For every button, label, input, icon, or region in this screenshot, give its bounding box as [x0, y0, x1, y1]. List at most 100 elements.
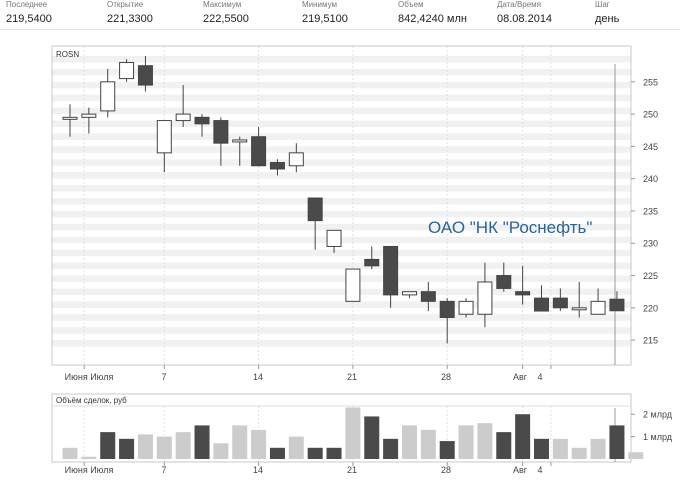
- candle-up: [345, 268, 361, 302]
- candle-down: [383, 245, 399, 296]
- chart-title: ROSN: [56, 50, 79, 59]
- volume-bar: [515, 414, 531, 459]
- volume-bar: [175, 432, 191, 459]
- header-step: Шаг: [595, 0, 610, 9]
- candle-down: [269, 162, 285, 170]
- grid-band: [52, 340, 631, 347]
- volume-bar: [156, 436, 172, 459]
- volume-bar: [628, 452, 644, 459]
- x-tick-label: 14: [253, 465, 263, 475]
- candle-down: [194, 116, 210, 125]
- y-tick-label: 250: [643, 110, 658, 120]
- x-tick-label: 4: [537, 465, 542, 475]
- volume-bar: [62, 447, 78, 459]
- candle-up: [458, 300, 474, 315]
- volume-bar: [439, 441, 455, 459]
- grid-band: [52, 198, 631, 205]
- value-high: 222,5500: [203, 13, 249, 25]
- x-tick-label: 14: [253, 372, 263, 382]
- grid-band: [52, 210, 631, 218]
- volume-bar: [590, 438, 606, 459]
- y-tick-label: 1 млрд: [643, 432, 673, 442]
- grid-band: [52, 81, 631, 89]
- value-last: 219,5400: [6, 13, 52, 25]
- grid-band: [52, 107, 631, 115]
- grid-band: [52, 185, 631, 192]
- volume-bar: [137, 434, 153, 459]
- candle-up: [156, 120, 172, 154]
- volume-bar: [251, 429, 267, 459]
- volume-panel-frame: [51, 393, 632, 463]
- y-tick-label: 240: [643, 174, 658, 184]
- candle-up: [571, 307, 587, 311]
- price-panel-frame: [51, 45, 632, 366]
- volume-bar: [307, 447, 323, 459]
- grid-band: [52, 94, 631, 102]
- candle-up: [232, 139, 248, 143]
- candle-down: [552, 297, 568, 309]
- y-tick-label: 235: [643, 206, 658, 216]
- header-open: Открытие: [107, 0, 144, 9]
- grid-band: [52, 288, 631, 295]
- volume-bar: [345, 407, 361, 459]
- y-tick-label: 245: [643, 142, 658, 152]
- x-tick-label: 28: [441, 465, 451, 475]
- volume-bar: [269, 447, 285, 459]
- candle-down: [420, 291, 436, 302]
- candle-up: [81, 113, 97, 118]
- volume-bar: [119, 438, 135, 459]
- candle-down: [515, 291, 531, 296]
- y-tick-label: 225: [643, 271, 658, 281]
- y-tick-label: 255: [643, 77, 658, 87]
- candle-up: [119, 61, 135, 80]
- x-tick-label: 21: [347, 372, 357, 382]
- y-tick-label: 215: [643, 336, 658, 346]
- grid-band: [52, 223, 631, 231]
- candle-up: [175, 113, 191, 122]
- volume-bar: [571, 447, 587, 459]
- header-high: Максимум: [203, 0, 242, 9]
- candle-down: [137, 65, 153, 86]
- volume-bar: [194, 425, 210, 459]
- x-tick-label: Авг: [513, 372, 528, 382]
- x-tick-label: 28: [441, 372, 451, 382]
- grid-band: [52, 68, 631, 76]
- grid-band: [52, 262, 631, 270]
- grid-band: [52, 56, 631, 63]
- candle-up: [62, 116, 78, 120]
- header-datetime: Дата/Время: [497, 0, 542, 9]
- value-step: день: [595, 13, 620, 25]
- grid-band: [52, 146, 631, 153]
- x-tick-label: 7: [161, 465, 166, 475]
- grid-band: [52, 275, 631, 282]
- y-tick-label: 2 млрд: [643, 410, 673, 420]
- volume-bar: [288, 436, 304, 459]
- x-tick-label: Июня Июля: [65, 465, 114, 475]
- volume-bar: [420, 429, 436, 459]
- grid-band: [52, 133, 631, 140]
- volume-bar: [401, 425, 417, 459]
- value-volume: 842,4240 млн: [398, 13, 467, 25]
- grid-band: [52, 159, 631, 166]
- x-tick-label: Авг: [513, 465, 528, 475]
- candle-up: [401, 291, 417, 296]
- candle-down: [251, 136, 267, 167]
- y-tick-label: 220: [643, 303, 658, 313]
- header-separator: [0, 29, 680, 30]
- x-tick-label: Июня Июля: [65, 372, 114, 382]
- volume-bar: [496, 432, 512, 459]
- x-tick-label: 4: [537, 372, 542, 382]
- candle-up: [590, 300, 606, 315]
- candle-down: [496, 275, 512, 289]
- y-tick-label: 230: [643, 239, 658, 249]
- volume-bar: [534, 438, 549, 459]
- candle-down: [364, 258, 380, 267]
- value-open: 221,3300: [107, 13, 153, 25]
- grid-band: [52, 327, 631, 334]
- volume-bar: [552, 438, 568, 459]
- candle-down: [439, 300, 455, 318]
- grid-band: [52, 301, 631, 308]
- volume-bar: [213, 443, 229, 459]
- volume-bar: [458, 425, 474, 459]
